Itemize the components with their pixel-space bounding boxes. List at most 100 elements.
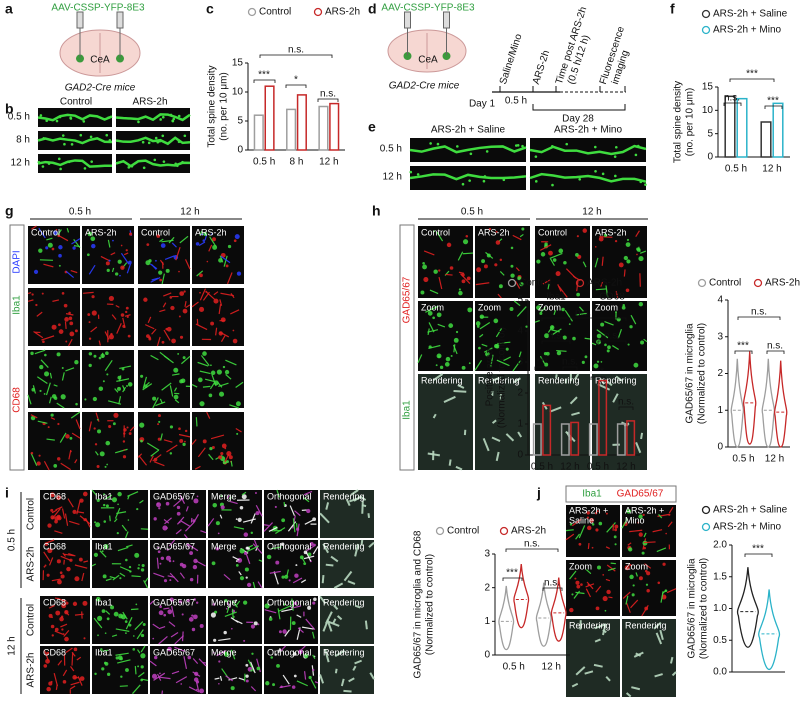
spine [55,119,59,123]
process [134,665,137,675]
process [445,273,453,276]
signal [108,424,112,429]
process [60,623,68,628]
spine [127,166,131,169]
process [655,632,663,645]
y-tick-label: 3 [484,549,490,560]
process [122,385,126,391]
signal [604,343,607,347]
significance: n.s. [544,578,560,589]
label: Saline [569,515,594,525]
process [36,376,48,385]
label: Merge [211,541,237,551]
signal [227,244,232,249]
signal [224,599,228,603]
x-tick-label: 12 h [765,454,784,465]
process [144,577,149,584]
spine [521,144,524,148]
signal [124,620,128,623]
signal [593,363,599,369]
signal [236,271,242,276]
process [635,230,640,237]
spine [594,169,597,173]
signal [580,583,583,586]
process [170,631,179,638]
signal [563,260,567,265]
process [443,395,456,403]
process [660,591,664,603]
signal [161,340,165,344]
signal [96,418,99,421]
signal [615,311,617,314]
process [485,251,494,259]
legend-marker [701,522,711,532]
signal [621,305,626,310]
signal [120,244,123,247]
process [71,652,74,666]
signal [159,605,162,609]
spine [593,145,597,149]
signal [173,394,179,400]
spine [42,137,46,140]
process [604,321,614,326]
signal [182,442,186,447]
y-tick-label: 0 [237,145,243,156]
process [303,497,310,503]
process [198,241,206,247]
spine [416,173,420,176]
bar [542,404,552,456]
process [180,520,191,527]
signal [58,245,63,250]
process [594,257,599,268]
signal [250,669,253,672]
signal [212,244,218,250]
process [257,581,263,589]
signal [245,663,249,667]
signal [162,525,168,531]
signal [48,681,53,686]
bar [532,423,542,456]
process [659,629,664,640]
process [88,421,92,432]
process [230,617,239,623]
signal [74,576,80,582]
process [417,354,423,364]
process [91,563,97,567]
process [216,650,226,657]
signal [179,438,184,443]
signal [38,248,43,253]
signal [422,264,427,270]
process [202,385,211,388]
signal [572,336,576,341]
process [551,328,562,336]
signal [100,648,103,651]
significance: n.s. [524,539,540,550]
process [231,600,239,608]
process [183,656,188,669]
signal [546,351,550,356]
process [194,465,201,470]
signal [589,517,594,523]
process [179,235,189,244]
y-axis-label: Positive area [485,348,496,406]
signal [129,570,132,573]
signal [192,519,196,523]
bar [329,102,340,151]
process [615,375,623,382]
spine [181,160,184,164]
signal [291,621,296,625]
sig-bracket [285,84,307,88]
process [279,684,291,689]
process [53,384,58,387]
signal [69,321,74,326]
process [499,393,503,400]
process [303,490,313,496]
signal [544,242,548,246]
label: GAD2-Cre mice [65,83,136,94]
process [593,663,603,668]
legend-marker [313,7,323,17]
micrograph [28,226,80,284]
micrograph [592,374,647,470]
process [217,381,223,388]
process [179,572,185,579]
